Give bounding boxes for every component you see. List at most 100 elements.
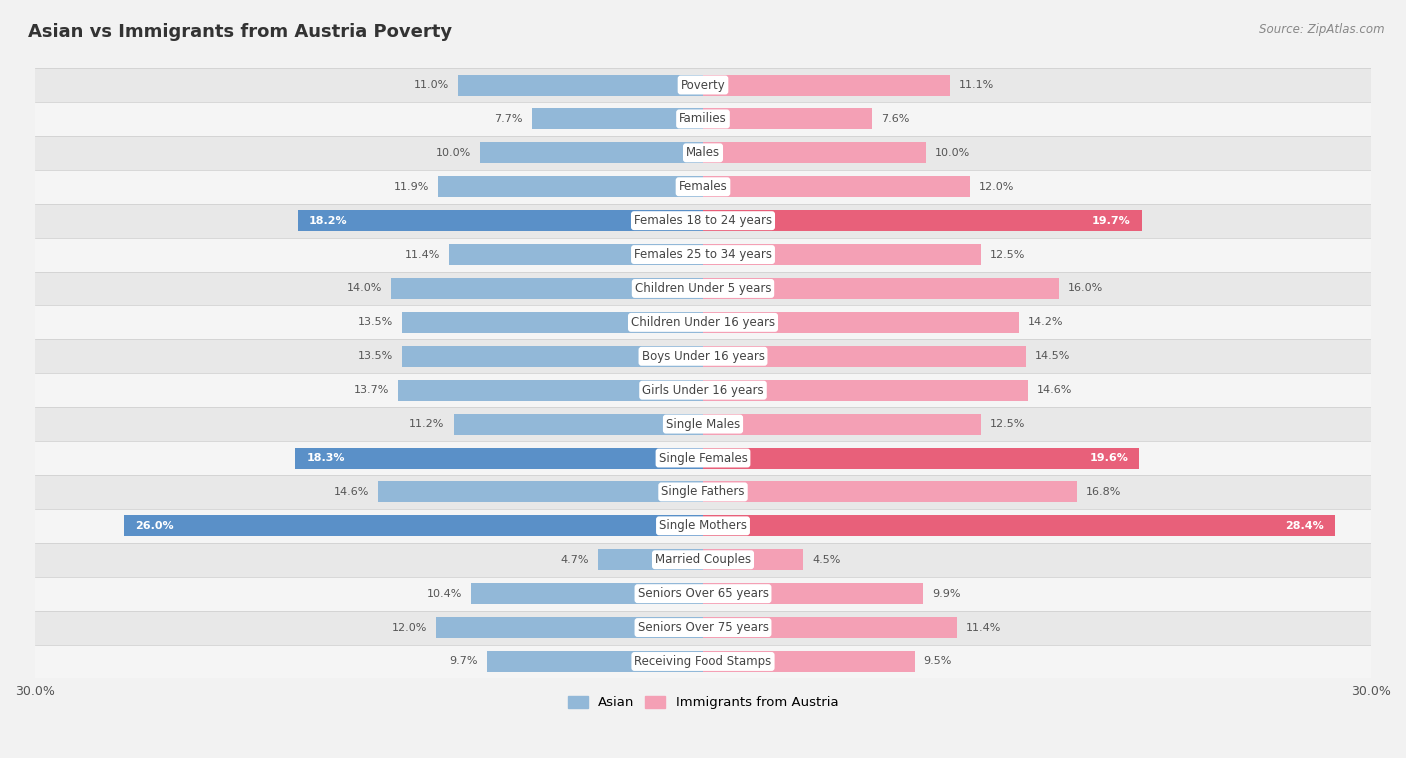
Bar [35, 441, 1371, 475]
Text: Asian vs Immigrants from Austria Poverty: Asian vs Immigrants from Austria Poverty [28, 23, 453, 41]
Text: 12.0%: 12.0% [391, 622, 427, 633]
Text: 14.2%: 14.2% [1028, 318, 1063, 327]
Bar [703, 108, 872, 130]
Text: 12.5%: 12.5% [990, 249, 1025, 259]
Bar [703, 550, 803, 570]
Bar [703, 617, 957, 638]
Text: 7.7%: 7.7% [494, 114, 523, 124]
Bar [124, 515, 703, 537]
Text: Children Under 5 years: Children Under 5 years [634, 282, 772, 295]
Bar [449, 244, 703, 265]
Text: 11.4%: 11.4% [966, 622, 1001, 633]
Text: 9.7%: 9.7% [450, 656, 478, 666]
Text: Seniors Over 65 years: Seniors Over 65 years [637, 587, 769, 600]
Bar [295, 447, 703, 468]
Bar [378, 481, 703, 503]
Text: Males: Males [686, 146, 720, 159]
Text: 13.5%: 13.5% [359, 351, 394, 362]
Bar [703, 176, 970, 197]
Bar [481, 143, 703, 163]
Bar [398, 380, 703, 401]
Text: Females 18 to 24 years: Females 18 to 24 years [634, 215, 772, 227]
Text: 14.5%: 14.5% [1035, 351, 1070, 362]
Bar [35, 509, 1371, 543]
Text: 14.0%: 14.0% [347, 283, 382, 293]
Bar [703, 210, 1142, 231]
Bar [703, 651, 914, 672]
Text: Females: Females [679, 180, 727, 193]
Text: Receiving Food Stamps: Receiving Food Stamps [634, 655, 772, 668]
Bar [35, 204, 1371, 237]
Text: Boys Under 16 years: Boys Under 16 years [641, 349, 765, 363]
Text: Seniors Over 75 years: Seniors Over 75 years [637, 621, 769, 634]
Text: 11.0%: 11.0% [413, 80, 449, 90]
Bar [703, 244, 981, 265]
Text: 10.0%: 10.0% [436, 148, 471, 158]
Bar [35, 475, 1371, 509]
Bar [458, 74, 703, 96]
Text: 16.8%: 16.8% [1085, 487, 1122, 497]
Bar [298, 210, 703, 231]
Text: 11.2%: 11.2% [409, 419, 444, 429]
Text: 18.2%: 18.2% [309, 215, 347, 226]
Bar [531, 108, 703, 130]
Text: Girls Under 16 years: Girls Under 16 years [643, 384, 763, 396]
Text: 12.0%: 12.0% [979, 182, 1015, 192]
Bar [35, 170, 1371, 204]
Bar [35, 644, 1371, 678]
Text: 11.1%: 11.1% [959, 80, 994, 90]
Text: 11.9%: 11.9% [394, 182, 429, 192]
Text: Children Under 16 years: Children Under 16 years [631, 316, 775, 329]
Text: 12.5%: 12.5% [990, 419, 1025, 429]
Bar [703, 312, 1019, 333]
Text: Single Females: Single Females [658, 452, 748, 465]
Text: 13.5%: 13.5% [359, 318, 394, 327]
Bar [402, 346, 703, 367]
Bar [599, 550, 703, 570]
Bar [439, 176, 703, 197]
Text: 18.3%: 18.3% [307, 453, 344, 463]
Bar [703, 447, 1139, 468]
Text: Married Couples: Married Couples [655, 553, 751, 566]
Text: Females 25 to 34 years: Females 25 to 34 years [634, 248, 772, 261]
Text: 14.6%: 14.6% [1038, 385, 1073, 395]
Bar [471, 583, 703, 604]
Bar [703, 515, 1336, 537]
Text: 26.0%: 26.0% [135, 521, 174, 531]
Text: 9.9%: 9.9% [932, 589, 960, 599]
Text: Source: ZipAtlas.com: Source: ZipAtlas.com [1260, 23, 1385, 36]
Bar [35, 102, 1371, 136]
Bar [703, 481, 1077, 503]
Text: 14.6%: 14.6% [333, 487, 368, 497]
Bar [35, 271, 1371, 305]
Bar [703, 583, 924, 604]
Bar [35, 373, 1371, 407]
Bar [486, 651, 703, 672]
Text: 19.7%: 19.7% [1092, 215, 1130, 226]
Bar [454, 414, 703, 434]
Text: 19.6%: 19.6% [1090, 453, 1129, 463]
Text: Poverty: Poverty [681, 79, 725, 92]
Bar [35, 611, 1371, 644]
Text: 10.0%: 10.0% [935, 148, 970, 158]
Text: Families: Families [679, 112, 727, 125]
Bar [35, 237, 1371, 271]
Bar [703, 346, 1026, 367]
Bar [703, 380, 1028, 401]
Bar [703, 143, 925, 163]
Text: 4.7%: 4.7% [561, 555, 589, 565]
Text: 4.5%: 4.5% [813, 555, 841, 565]
Bar [35, 136, 1371, 170]
Text: 13.7%: 13.7% [354, 385, 389, 395]
Text: 16.0%: 16.0% [1069, 283, 1104, 293]
Bar [402, 312, 703, 333]
Bar [436, 617, 703, 638]
Bar [35, 68, 1371, 102]
Bar [703, 278, 1059, 299]
Bar [703, 74, 950, 96]
Bar [35, 577, 1371, 611]
Bar [703, 414, 981, 434]
Text: Single Fathers: Single Fathers [661, 485, 745, 499]
Text: Single Mothers: Single Mothers [659, 519, 747, 532]
Text: 7.6%: 7.6% [882, 114, 910, 124]
